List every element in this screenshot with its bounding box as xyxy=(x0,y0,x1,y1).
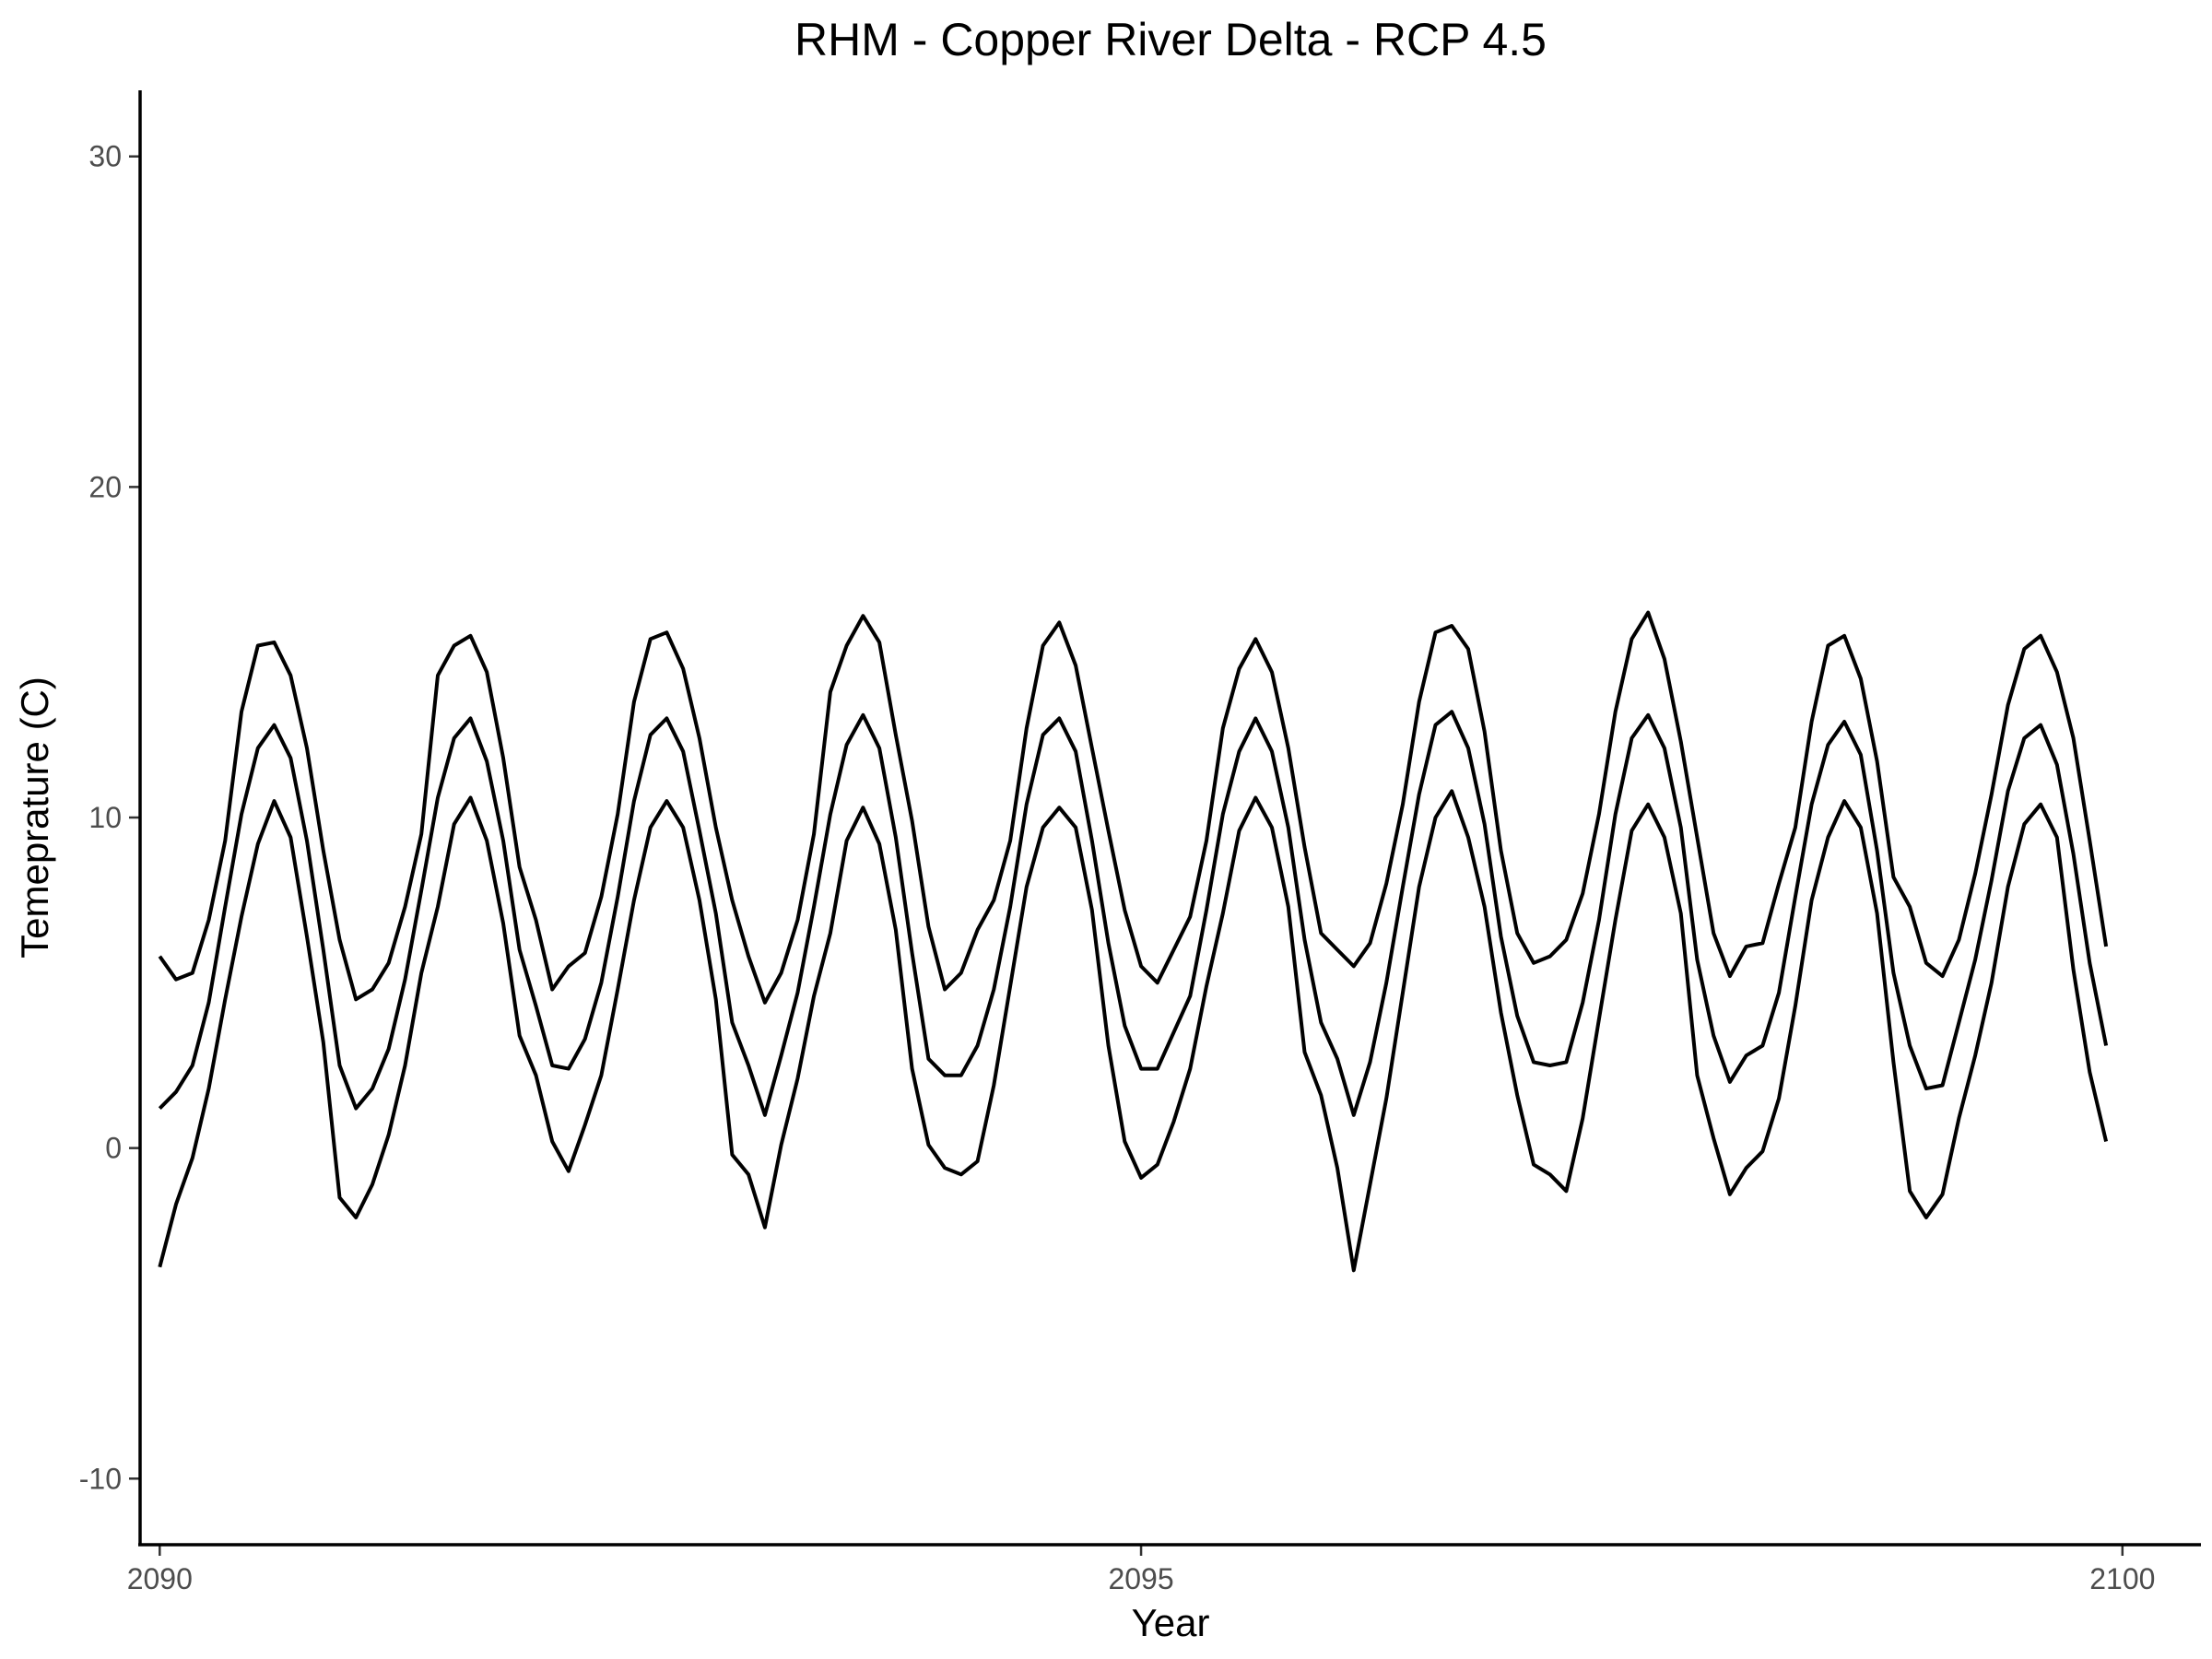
x-axis-ticks: 2090 2095 2100 xyxy=(127,1545,2155,1595)
series-layer xyxy=(158,610,2109,1273)
x-tick-label: 2090 xyxy=(127,1562,193,1595)
x-tick-label: 2100 xyxy=(2089,1562,2155,1595)
y-tick-label: 10 xyxy=(88,801,122,834)
y-axis-ticks: -10 0 10 20 30 xyxy=(79,140,140,1495)
series-line-1 xyxy=(158,610,2109,1005)
chart-title: RHM - Copper River Delta - RCP 4.5 xyxy=(794,14,1547,65)
series-line-2 xyxy=(158,710,2109,1117)
y-tick-label: -10 xyxy=(79,1462,122,1495)
y-tick-label: 0 xyxy=(105,1132,122,1165)
x-axis-title: Year xyxy=(1132,1601,1210,1644)
series-line-3 xyxy=(158,789,2109,1273)
x-tick-label: 2095 xyxy=(1108,1562,1173,1595)
y-axis-title: Temeprature (C) xyxy=(13,677,56,959)
y-tick-label: 30 xyxy=(88,140,122,173)
y-tick-label: 20 xyxy=(88,470,122,503)
